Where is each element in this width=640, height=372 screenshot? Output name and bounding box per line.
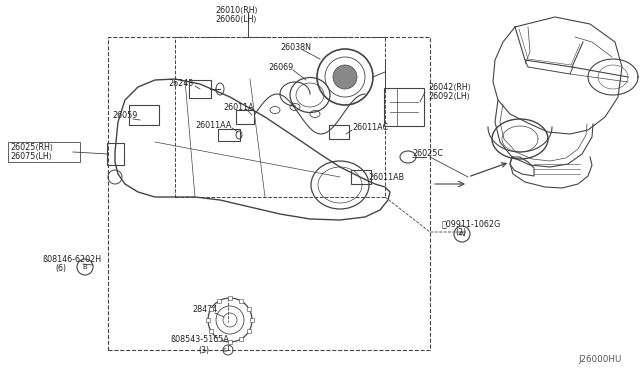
Text: 26011AB: 26011AB xyxy=(368,173,404,182)
Text: 26011A: 26011A xyxy=(223,103,253,112)
Text: J26000HU: J26000HU xyxy=(578,356,621,365)
Text: (6): (6) xyxy=(55,264,66,273)
FancyBboxPatch shape xyxy=(247,307,252,311)
Text: 26243: 26243 xyxy=(168,78,193,87)
Text: 26025C: 26025C xyxy=(412,150,443,158)
Text: 26060⟨LH⟩: 26060⟨LH⟩ xyxy=(215,15,257,23)
Text: 26010⟨RH⟩: 26010⟨RH⟩ xyxy=(215,6,258,15)
Text: B: B xyxy=(83,264,88,270)
Text: 26025⟨RH⟩: 26025⟨RH⟩ xyxy=(10,142,53,151)
Text: (2): (2) xyxy=(455,228,467,237)
Text: 26059: 26059 xyxy=(112,112,138,121)
Text: ß08543-5165A: ß08543-5165A xyxy=(170,336,229,344)
FancyBboxPatch shape xyxy=(209,307,213,311)
Text: 26011AA: 26011AA xyxy=(195,121,232,129)
Text: 26075⟨LH⟩: 26075⟨LH⟩ xyxy=(10,151,52,160)
FancyBboxPatch shape xyxy=(239,299,243,303)
Text: 26042⟨RH⟩: 26042⟨RH⟩ xyxy=(428,83,471,92)
FancyBboxPatch shape xyxy=(205,318,211,322)
Text: N: N xyxy=(460,231,465,237)
Text: 26069: 26069 xyxy=(268,62,293,71)
FancyBboxPatch shape xyxy=(209,329,213,333)
Text: ß08146-6202H: ß08146-6202H xyxy=(42,256,101,264)
FancyBboxPatch shape xyxy=(250,318,254,322)
Bar xyxy=(175,37,385,197)
Circle shape xyxy=(333,65,357,89)
Text: Ⓞ09911-1062G: Ⓞ09911-1062G xyxy=(442,219,501,228)
Text: (3): (3) xyxy=(198,346,209,355)
FancyBboxPatch shape xyxy=(217,299,221,303)
Bar xyxy=(8,142,80,162)
FancyBboxPatch shape xyxy=(217,337,221,341)
FancyBboxPatch shape xyxy=(239,337,243,341)
Text: 26011AC: 26011AC xyxy=(352,122,388,131)
FancyBboxPatch shape xyxy=(228,296,232,300)
Text: 26092⟨LH⟩: 26092⟨LH⟩ xyxy=(428,92,470,100)
FancyBboxPatch shape xyxy=(228,340,232,344)
Text: 28474: 28474 xyxy=(192,305,217,314)
Text: 26038N: 26038N xyxy=(280,42,311,51)
FancyBboxPatch shape xyxy=(247,329,252,333)
Text: S: S xyxy=(223,347,227,353)
Bar xyxy=(108,37,430,350)
